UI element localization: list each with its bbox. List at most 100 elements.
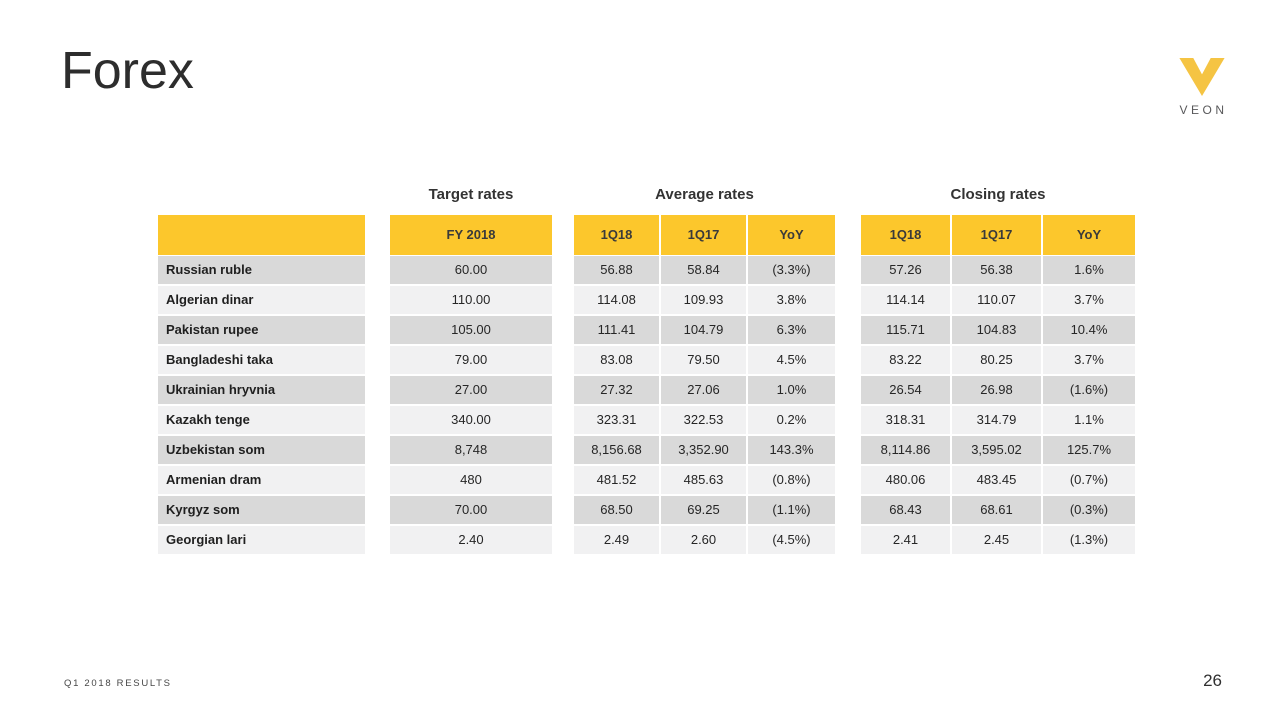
page-number: 26: [1203, 671, 1222, 690]
cell-close-1q18: 115.71: [861, 316, 952, 346]
row-label: Bangladeshi taka: [158, 346, 365, 376]
row-label: Kyrgyz som: [158, 496, 365, 526]
cell-close-1q18: 480.06: [861, 466, 952, 496]
header-cell-fy2018: FY 2018: [390, 215, 552, 256]
cell-avg-yoy: 143.3%: [748, 436, 835, 466]
row-label: Pakistan rupee: [158, 316, 365, 346]
row-label: Russian ruble: [158, 256, 365, 286]
group-title-average-rates: Average rates: [655, 186, 754, 203]
column-gap: [835, 215, 861, 256]
cell-avg-1q18: 8,156.68: [574, 436, 661, 466]
header-cell-avg-1q17: 1Q17: [661, 215, 748, 256]
page-title: Forex: [61, 42, 194, 100]
row-label: Ukrainian hryvnia: [158, 376, 365, 406]
cell-avg-1q17: 3,352.90: [661, 436, 748, 466]
cell-close-1q17: 2.45: [952, 526, 1043, 556]
cell-avg-yoy: (0.8%): [748, 466, 835, 496]
cell-avg-yoy: 4.5%: [748, 346, 835, 376]
cell-avg-yoy: 1.0%: [748, 376, 835, 406]
veon-logo: VEON: [1176, 58, 1228, 117]
cell-close-1q18: 57.26: [861, 256, 952, 286]
column-gap: [365, 346, 390, 376]
column-gap: [835, 316, 861, 346]
forex-table: Target rates Average rates Closing rates…: [158, 186, 1135, 556]
cell-target-fy2018: 8,748: [390, 436, 552, 466]
column-gap: [552, 436, 574, 466]
cell-close-yoy: (1.3%): [1043, 526, 1135, 556]
footer-text: Q1 2018 RESULTS: [64, 678, 172, 689]
column-gap: [552, 526, 574, 556]
cell-target-fy2018: 2.40: [390, 526, 552, 556]
cell-target-fy2018: 480: [390, 466, 552, 496]
cell-avg-1q18: 2.49: [574, 526, 661, 556]
column-gap: [835, 406, 861, 436]
cell-avg-1q18: 27.32: [574, 376, 661, 406]
column-gap: [835, 346, 861, 376]
cell-target-fy2018: 340.00: [390, 406, 552, 436]
cell-avg-yoy: 3.8%: [748, 286, 835, 316]
cell-close-1q17: 68.61: [952, 496, 1043, 526]
cell-target-fy2018: 110.00: [390, 286, 552, 316]
cell-target-fy2018: 79.00: [390, 346, 552, 376]
column-gap: [835, 286, 861, 316]
row-label: Armenian dram: [158, 466, 365, 496]
cell-close-1q18: 8,114.86: [861, 436, 952, 466]
column-gap: [835, 436, 861, 466]
veon-v-icon: [1179, 58, 1225, 96]
cell-avg-yoy: (3.3%): [748, 256, 835, 286]
cell-close-1q18: 2.41: [861, 526, 952, 556]
cell-avg-1q18: 68.50: [574, 496, 661, 526]
header-cell-close-1q17: 1Q17: [952, 215, 1043, 256]
row-label: Kazakh tenge: [158, 406, 365, 436]
spacer: [158, 186, 365, 215]
cell-close-1q18: 114.14: [861, 286, 952, 316]
cell-avg-1q18: 481.52: [574, 466, 661, 496]
cell-close-1q17: 56.38: [952, 256, 1043, 286]
cell-avg-1q17: 58.84: [661, 256, 748, 286]
cell-close-yoy: 3.7%: [1043, 286, 1135, 316]
column-gap: [552, 346, 574, 376]
column-gap: [552, 186, 574, 215]
column-gap: [552, 466, 574, 496]
column-gap: [365, 526, 390, 556]
cell-target-fy2018: 105.00: [390, 316, 552, 346]
column-gap: [552, 376, 574, 406]
row-label: Algerian dinar: [158, 286, 365, 316]
column-gap: [365, 496, 390, 526]
cell-close-1q17: 314.79: [952, 406, 1043, 436]
cell-avg-1q18: 111.41: [574, 316, 661, 346]
cell-close-1q17: 483.45: [952, 466, 1043, 496]
cell-close-1q18: 318.31: [861, 406, 952, 436]
column-gap: [835, 526, 861, 556]
column-gap: [552, 286, 574, 316]
cell-avg-1q17: 104.79: [661, 316, 748, 346]
cell-avg-1q17: 79.50: [661, 346, 748, 376]
cell-close-yoy: (0.7%): [1043, 466, 1135, 496]
column-gap: [365, 436, 390, 466]
column-gap: [365, 466, 390, 496]
cell-avg-1q18: 114.08: [574, 286, 661, 316]
column-gap: [552, 316, 574, 346]
cell-avg-1q17: 2.60: [661, 526, 748, 556]
cell-close-yoy: 10.4%: [1043, 316, 1135, 346]
cell-avg-1q18: 56.88: [574, 256, 661, 286]
column-gap: [552, 406, 574, 436]
cell-avg-1q18: 83.08: [574, 346, 661, 376]
header-cell-close-yoy: YoY: [1043, 215, 1135, 256]
column-gap: [365, 256, 390, 286]
column-gap: [835, 186, 861, 215]
row-label: Georgian lari: [158, 526, 365, 556]
cell-close-1q17: 110.07: [952, 286, 1043, 316]
cell-close-1q18: 26.54: [861, 376, 952, 406]
column-gap: [835, 496, 861, 526]
column-gap: [552, 496, 574, 526]
column-gap: [365, 376, 390, 406]
cell-close-1q18: 83.22: [861, 346, 952, 376]
header-cell-empty: [158, 215, 365, 256]
column-gap: [365, 406, 390, 436]
cell-close-yoy: 1.6%: [1043, 256, 1135, 286]
cell-avg-yoy: (1.1%): [748, 496, 835, 526]
cell-close-yoy: 1.1%: [1043, 406, 1135, 436]
cell-target-fy2018: 60.00: [390, 256, 552, 286]
